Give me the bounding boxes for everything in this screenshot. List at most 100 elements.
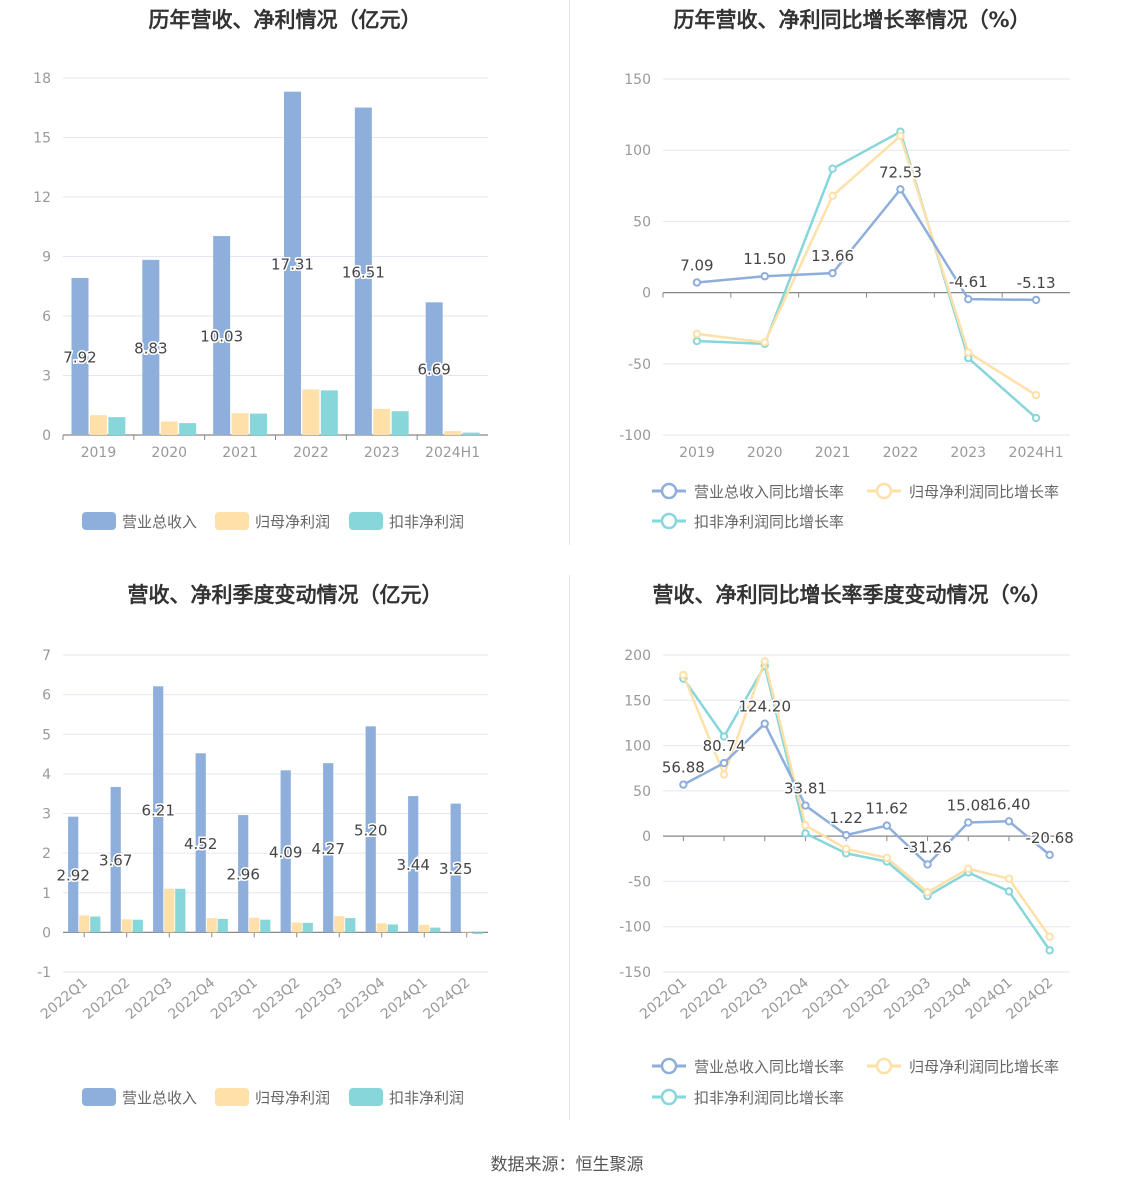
data-point: [964, 294, 973, 304]
data-point: [1045, 946, 1054, 955]
y-tick-label: -50: [628, 874, 651, 890]
bar-data-label: 6.69: [417, 361, 450, 379]
bar-data-label: 2.92: [56, 867, 89, 885]
x-tick-label: 2022Q2: [80, 975, 133, 1023]
quarterly-revenue-profit-panel: 营收、净利季度变动情况（亿元） -1 0 1 2 3 4 5 6 7 2022Q1 2022Q2 20…: [0, 575, 570, 1120]
x-tick-label: 2020: [747, 445, 783, 461]
data-point: [841, 830, 851, 840]
bar-营业总收入: [195, 753, 206, 933]
data-point: [882, 821, 892, 830]
x-tick-label: 2019: [81, 445, 117, 461]
y-tick-label: 5: [42, 727, 51, 743]
bar-营业总收入: [238, 815, 249, 933]
y-tick-label: 6: [42, 309, 51, 325]
y-tick-label: 150: [624, 693, 651, 709]
x-tick-label: 2023Q3: [293, 975, 346, 1023]
data-point: [679, 780, 688, 789]
line-data-label: 15.08: [947, 796, 990, 814]
line-data-label: 124.20: [739, 698, 792, 716]
data-point: [719, 732, 729, 741]
legend-marker: [660, 1088, 678, 1106]
bar-扣非净利润: [108, 417, 126, 435]
bar-扣非净利润: [179, 423, 197, 435]
x-tick-label: 2022Q1: [38, 975, 91, 1023]
legend-label: 扣非净利润: [389, 513, 464, 531]
bar-扣非净利润: [132, 919, 143, 933]
annual-growth-chart: -100 -50 0 50 100 150 2019 2020 2021 2022 2023 2024…: [619, 72, 1070, 531]
bar-营业总收入: [68, 816, 79, 933]
x-tick-label: 2024Q1: [378, 975, 431, 1023]
line-data-label: 33.81: [784, 780, 827, 798]
legend-swatch: [82, 512, 116, 530]
legend-label: 归母净利润同比增长率: [909, 1058, 1059, 1076]
legend-marker: [660, 1057, 678, 1075]
chart-title: 营收、净利季度变动情况（亿元）: [127, 583, 443, 607]
y-tick-label: 18: [33, 71, 51, 87]
line-data-label: 13.66: [811, 247, 854, 265]
data-point: [1031, 413, 1041, 423]
bar-营业总收入: [142, 259, 160, 435]
quarterly-growth-panel: 营收、净利同比增长率季度变动情况（%） -150 -100 -50 0 50 100 150…: [570, 575, 1134, 1120]
legend-marker: [660, 512, 678, 530]
line-data-label: 16.40: [987, 795, 1030, 813]
data-point: [1004, 887, 1014, 896]
data-point: [760, 657, 769, 666]
bar-归母净利润: [231, 413, 249, 435]
legend-swatch: [215, 1088, 249, 1106]
bar-营业总收入: [153, 686, 164, 933]
bar-data-label: 6.21: [141, 801, 174, 819]
data-point: [801, 821, 810, 830]
bar-data-label: 10.03: [200, 328, 243, 346]
line-data-label: 11.62: [865, 800, 908, 818]
bar-营业总收入: [354, 107, 372, 435]
data-source-note: 数据来源：恒生聚源: [490, 1155, 644, 1175]
x-tick-label: 2023: [364, 445, 400, 461]
bar-归母净利润: [79, 915, 90, 933]
x-tick-label: 2024Q2: [420, 975, 473, 1023]
bar-营业总收入: [365, 726, 376, 933]
bar-data-label: 8.83: [134, 339, 167, 357]
bar-营业总收入: [213, 236, 231, 435]
series-line-归母净利润同比增长率: [682, 657, 1051, 938]
y-tick-label: -100: [619, 920, 651, 936]
bar-data-label: 2.96: [226, 866, 259, 884]
line-data-label: -20.68: [1025, 829, 1073, 847]
bar-扣非净利润: [320, 390, 338, 435]
legend-label: 扣非净利润同比增长率: [694, 513, 844, 531]
y-tick-label: 50: [633, 214, 651, 230]
line-data-label: 72.53: [879, 163, 922, 181]
annual-revenue-profit-chart: 0 3 6 9 12 15 18 2019 2020 2021 2022 2023 2024H1 7.92…: [33, 71, 488, 531]
y-tick-label: -150: [619, 965, 651, 981]
line-data-label: -31.26: [903, 838, 951, 856]
y-tick-label: 12: [33, 190, 51, 206]
data-point: [1045, 932, 1054, 941]
bar-归母净利润: [461, 931, 472, 933]
x-tick-label: 2023: [950, 445, 986, 461]
data-point: [828, 191, 837, 200]
data-point: [964, 348, 973, 357]
x-tick-label: 2024H1: [425, 445, 480, 461]
legend-label: 营业总收入: [122, 1089, 197, 1107]
y-tick-label: 3: [42, 369, 51, 385]
bar-归母净利润: [444, 431, 462, 435]
bar-扣非净利润: [430, 927, 441, 933]
y-tick-label: 150: [624, 72, 651, 88]
data-point: [923, 860, 932, 869]
y-tick-label: 0: [642, 286, 651, 302]
data-point: [801, 801, 810, 810]
data-point: [882, 853, 892, 863]
chart-title: 历年营收、净利同比增长率情况（%）: [673, 8, 1031, 32]
y-tick-label: 0: [642, 829, 651, 845]
bar-data-label: 5.20: [354, 821, 387, 839]
annual-growth-panel: 历年营收、净利同比增长率情况（%） -100 -50 0 50 100 150 2019 20…: [570, 0, 1134, 545]
bar-扣非净利润: [250, 413, 267, 435]
data-point: [923, 888, 932, 897]
x-tick-label: 2021: [815, 445, 851, 461]
legend-swatch: [349, 1088, 383, 1106]
bar-归母净利润: [373, 408, 391, 435]
y-tick-label: 100: [624, 739, 651, 755]
bar-data-label: 17.31: [271, 255, 314, 273]
legend-label: 归母净利润: [255, 1089, 330, 1107]
bar-营业总收入: [71, 277, 89, 435]
legend-marker: [875, 1057, 893, 1075]
